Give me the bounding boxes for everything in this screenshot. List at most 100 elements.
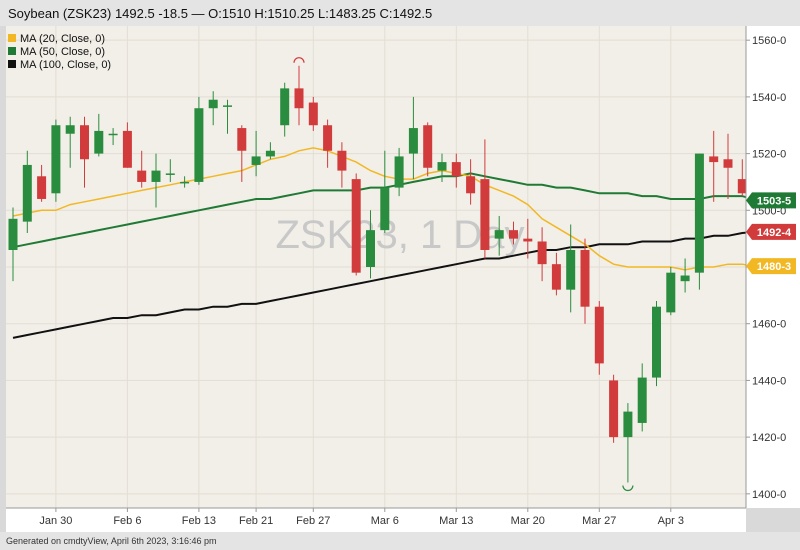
candle [65, 116, 75, 168]
candle-body [37, 176, 47, 199]
candle-body [122, 130, 132, 168]
header-bar [0, 0, 800, 26]
candle [165, 159, 175, 182]
candle-body [208, 99, 218, 109]
candle [466, 159, 476, 205]
price-badges: 1503-5 1492-4 1480-3 [746, 192, 796, 275]
candle-body [251, 156, 261, 165]
candle [509, 221, 518, 245]
candle-body [308, 102, 318, 126]
x-tick-label: Apr 3 [658, 515, 684, 527]
candle [323, 119, 333, 168]
candle [22, 150, 32, 233]
legend: MA (20, Close, 0)MA (50, Close, 0)MA (10… [8, 33, 111, 71]
y-tick-label: 1520-0 [752, 149, 786, 161]
candle [280, 82, 290, 137]
candle-body [466, 176, 476, 194]
candle-body [265, 150, 275, 157]
x-tick-label: Mar 13 [439, 515, 473, 527]
candle [694, 153, 704, 290]
candle [623, 403, 633, 483]
candle-body [537, 241, 547, 265]
candle [709, 130, 719, 202]
candle-body [8, 218, 18, 250]
candle-body [151, 170, 161, 182]
candle-body [437, 162, 447, 171]
price-badge-shape [746, 223, 796, 240]
candle-body [108, 133, 118, 136]
legend-swatch [8, 60, 16, 68]
candle-body [351, 179, 361, 273]
candle-body [237, 128, 247, 151]
candle-body [694, 153, 704, 273]
candle-body [666, 272, 676, 313]
candle-body [480, 179, 490, 250]
candle-body [337, 150, 347, 171]
candle-body [194, 108, 204, 182]
price-badge-label: 1503-5 [757, 195, 791, 207]
low-marker [622, 485, 634, 492]
x-tick-label: Jan 30 [39, 515, 72, 527]
candle-body [451, 162, 461, 177]
candle-body [423, 125, 433, 168]
legend-swatch [8, 47, 16, 55]
candle [437, 153, 447, 182]
candle [122, 122, 132, 168]
candle [94, 113, 104, 157]
candle-body [623, 411, 633, 438]
candle [680, 258, 690, 293]
candle [80, 116, 89, 188]
candle [423, 122, 433, 177]
candle [551, 252, 561, 296]
y-tick-label: 1540-0 [752, 92, 786, 104]
x-tick-label: Mar 6 [371, 515, 399, 527]
legend-swatch [8, 34, 16, 42]
candle-body [94, 130, 104, 154]
candle [380, 150, 390, 233]
candle [308, 96, 318, 131]
candle-body [566, 249, 576, 290]
candle-body [65, 125, 75, 134]
price-badge: 1492-4 [746, 223, 796, 240]
candle [366, 210, 375, 279]
candle-body [51, 125, 61, 194]
candle-body [294, 88, 304, 109]
candle-body [223, 105, 232, 107]
candle-body [523, 238, 533, 242]
candle [180, 176, 190, 188]
candle-body [737, 179, 747, 194]
candle-body [594, 306, 604, 364]
candle [580, 238, 590, 324]
x-axis-panel[interactable] [6, 508, 746, 532]
x-tick-label: Mar 20 [511, 515, 545, 527]
candle-body [280, 88, 290, 126]
candle-body [580, 249, 590, 307]
candle-body [709, 156, 719, 163]
price-badge: 1480-3 [746, 258, 796, 275]
candle-body [652, 306, 661, 378]
candle [37, 164, 47, 202]
candle-body [380, 187, 390, 231]
x-tick-label: Feb 6 [113, 515, 141, 527]
candle-body [394, 156, 404, 188]
y-tick-label: 1420-0 [752, 432, 786, 444]
candle [609, 374, 619, 443]
candle [523, 218, 533, 259]
extreme-markers [293, 57, 634, 492]
candles [8, 65, 762, 483]
candle-body [180, 181, 190, 184]
candle [451, 153, 461, 188]
candle-body [165, 173, 175, 175]
candle-body [680, 275, 690, 282]
candle [351, 173, 361, 276]
x-tick-label: Mar 27 [582, 515, 616, 527]
candle-body [137, 170, 147, 182]
ma100-line [12, 230, 757, 339]
candle [223, 99, 232, 134]
candle [537, 227, 547, 282]
candle-body [494, 230, 504, 239]
candle [337, 142, 347, 188]
footer-bar [0, 532, 800, 550]
